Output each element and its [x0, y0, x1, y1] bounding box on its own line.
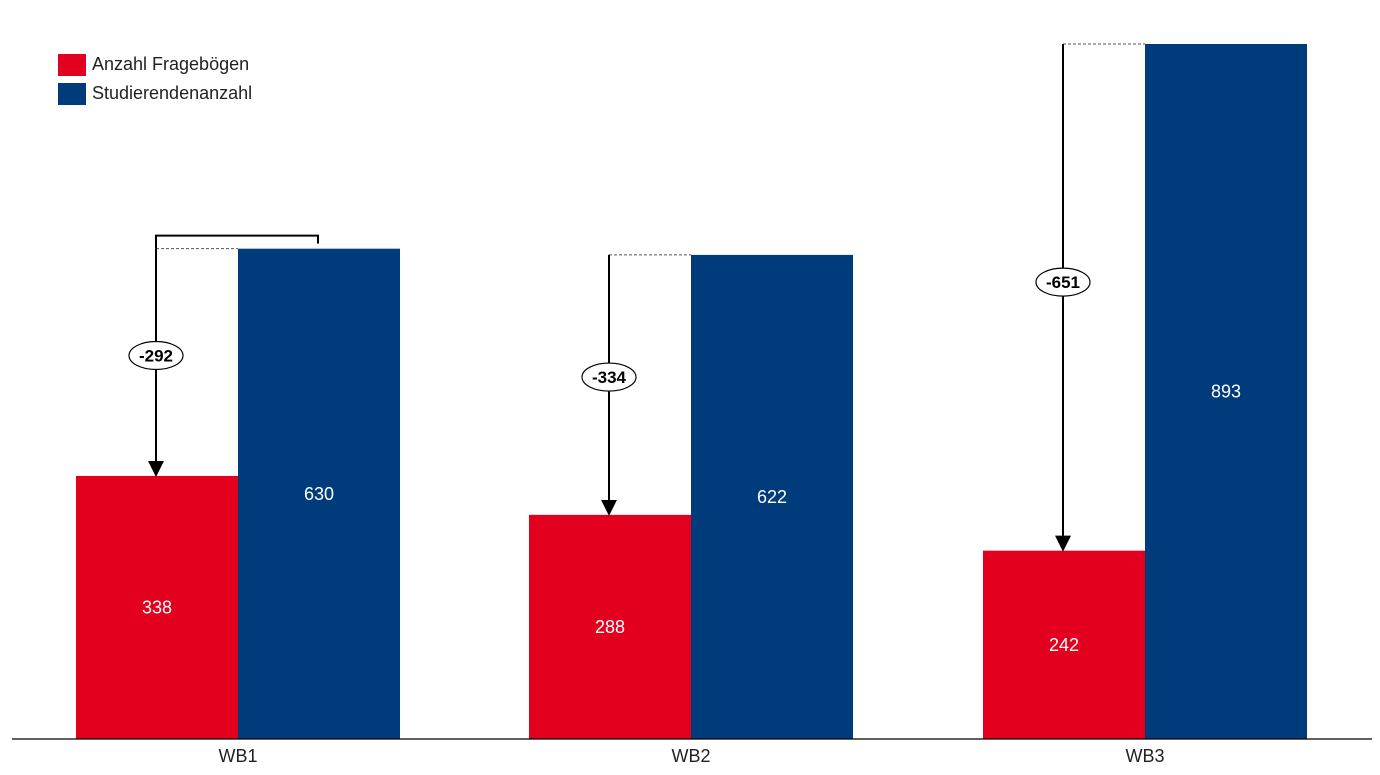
- difference-badge-wb2: [581, 362, 637, 392]
- value-label-studierende-wb2: 622: [757, 487, 787, 507]
- difference-label-wb1: -292: [139, 346, 173, 365]
- value-label-fragebogen-wb3: 242: [1049, 635, 1079, 655]
- legend-item-studierende: Studierendenanzahl: [58, 79, 252, 108]
- difference-badge-wb3: [1035, 267, 1091, 297]
- legend-swatch-fragebogen: [58, 53, 86, 76]
- difference-label-wb3: -651: [1046, 273, 1080, 292]
- value-label-fragebogen-wb2: 288: [595, 617, 625, 637]
- bar-fragebogen-wb3: [983, 550, 1145, 739]
- x-tick-label-wb1: WB1: [218, 746, 257, 766]
- x-tick-label-wb2: WB2: [671, 746, 710, 766]
- bar-fragebogen-wb2: [529, 514, 691, 739]
- bracket-wb1: [155, 234, 319, 249]
- plot-area: 338 630 WB1 -292 288 622 WB2 -334 242 893 WB3 -651: [12, 43, 1372, 766]
- difference-badge-wb1: [128, 340, 184, 371]
- bar-fragebogen-wb1: [76, 475, 238, 739]
- value-label-fragebogen-wb1: 338: [142, 597, 172, 617]
- bar-studierende-wb1: [238, 248, 400, 739]
- legend-swatch-studierende: [58, 82, 86, 105]
- bar-studierende-wb3: [1145, 44, 1307, 739]
- bar-studierende-wb2: [691, 254, 853, 739]
- value-label-studierende-wb3: 893: [1211, 382, 1241, 402]
- value-label-studierende-wb1: 630: [304, 484, 334, 504]
- legend: Anzahl Fragebögen Studierendenanzahl: [58, 50, 252, 108]
- x-tick-label-wb3: WB3: [1125, 746, 1164, 766]
- legend-label-fragebogen: Anzahl Fragebögen: [92, 54, 250, 74]
- legend-item-fragebogen: Anzahl Fragebögen: [58, 50, 252, 79]
- legend-label-studierende: Studierendenanzahl: [92, 83, 253, 103]
- difference-label-wb2: -334: [592, 368, 627, 387]
